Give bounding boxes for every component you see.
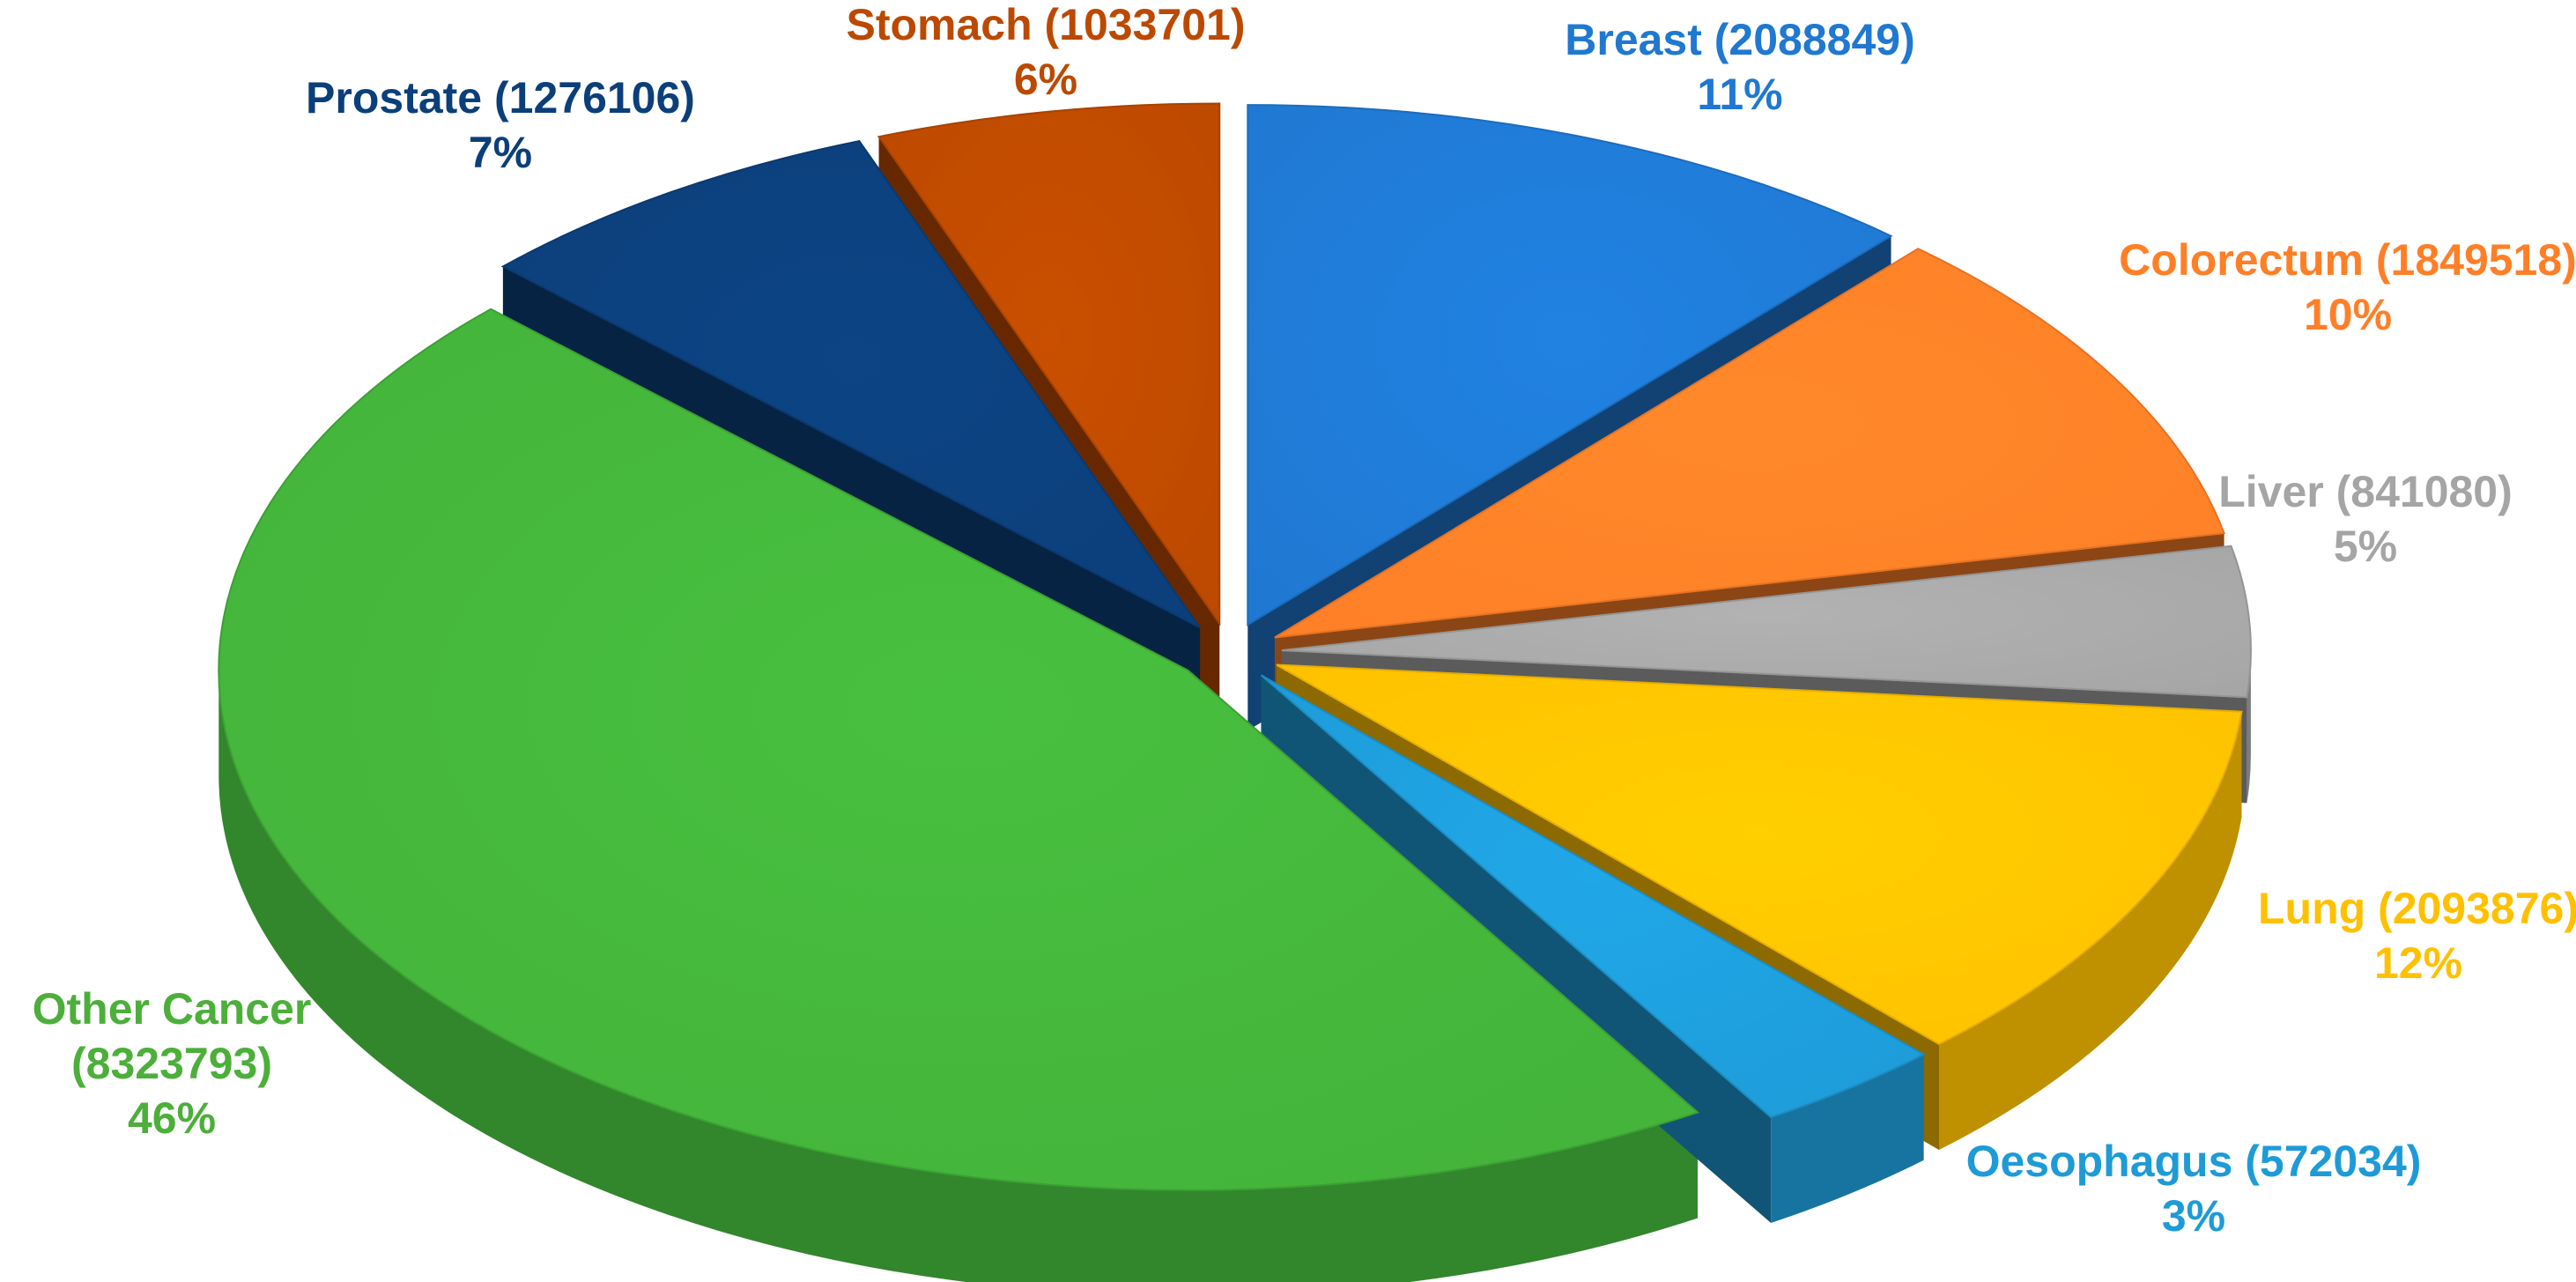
slice-percent-oesophagus: 3% <box>2162 1191 2225 1241</box>
slice-label-stomach: Stomach (1033701) 6% <box>846 0 1245 104</box>
slice-percent-other-cancer: 46% <box>128 1093 216 1143</box>
slice-label-text-lung: Lung (2093876) <box>2258 884 2576 933</box>
slice-label-text-stomach: Stomach (1033701) <box>846 0 1245 49</box>
slice-label-text-prostate: Prostate (1276106) <box>306 73 695 122</box>
slice-percent-prostate: 7% <box>469 128 532 177</box>
slice-label-text-other-cancer: (8323793) <box>71 1039 272 1088</box>
slice-prostate <box>500 139 1201 629</box>
slice-liver <box>1281 545 2252 699</box>
slice-label-liver: Liver (841080) 5% <box>2218 467 2513 571</box>
slice-labels: Breast (2088849) 11% Colorectum (1849518) 1… <box>33 0 2576 1241</box>
slice-label-text-other-cancer: Other Cancer <box>33 984 312 1034</box>
slice-stomach <box>877 102 1221 626</box>
slice-label-colorectum: Colorectum (1849518) 10% <box>2119 235 2576 339</box>
slice-side-oesophagus <box>1771 1054 1924 1223</box>
slice-tops <box>218 102 2252 1191</box>
slice-side-other-cancer <box>218 670 1699 1282</box>
slice-label-text-breast: Breast (2088849) <box>1565 15 1915 64</box>
slice-lung <box>1276 663 2243 1046</box>
slice-percent-colorectum: 10% <box>2304 290 2392 339</box>
slice-percent-lung: 12% <box>2374 938 2462 988</box>
slice-percent-liver: 5% <box>2334 522 2397 571</box>
slice-side-liver <box>2247 650 2251 804</box>
slice-oesophagus <box>1260 674 1926 1119</box>
slice-percent-stomach: 6% <box>1014 55 1077 104</box>
slice-breast <box>1247 104 1893 626</box>
slice-label-text-liver: Liver (841080) <box>2218 467 2513 516</box>
slice-label-text-oesophagus: Oesophagus (572034) <box>1966 1137 2422 1186</box>
slice-side-lung <box>1938 711 2242 1151</box>
slice-label-oesophagus: Oesophagus (572034) 3% <box>1966 1137 2422 1241</box>
slice-label-text-colorectum: Colorectum (1849518) <box>2119 235 2576 285</box>
slice-label-prostate: Prostate (1276106) 7% <box>306 73 695 177</box>
slice-label-other-cancer: Other Cancer (8323793) 46% <box>33 984 312 1143</box>
slice-label-lung: Lung (2093876) 12% <box>2258 884 2576 988</box>
slice-colorectum <box>1274 248 2225 639</box>
slice-label-breast: Breast (2088849) 11% <box>1565 15 1915 119</box>
slice-percent-breast: 11% <box>1697 70 1782 119</box>
slice-other-cancer <box>218 308 1699 1191</box>
